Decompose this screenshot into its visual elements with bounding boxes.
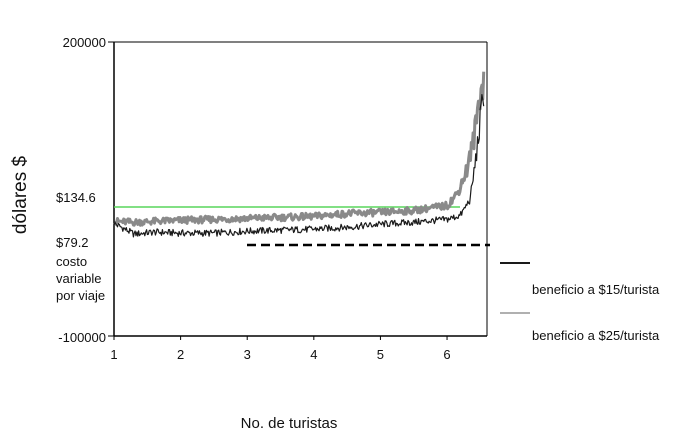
y-tick-label-134-6: $134.6 (56, 190, 96, 205)
legend: beneficio a $15/turista beneficio a $25/… (500, 262, 660, 343)
legend-label-15: beneficio a $15/turista (532, 282, 660, 297)
x-tick-label-4: 4 (310, 347, 317, 362)
y-note-line-2: variable (56, 271, 102, 286)
x-tick-label-1: 1 (110, 347, 117, 362)
y-note-line-1: costo (56, 254, 87, 269)
y-tick-label-200000: 200000 (63, 35, 106, 50)
x-tick-labels: 1 2 3 4 5 6 (110, 336, 451, 362)
x-axis-title: No. de turistas (241, 415, 338, 432)
y-tick-label-79-2: $79.2 (56, 235, 89, 250)
data-lines (113, 71, 486, 238)
x-tick-label-2: 2 (177, 347, 184, 362)
series-line-15 (113, 94, 485, 238)
series-line-25 (113, 71, 486, 227)
y-axis-title: dólares $ (10, 155, 31, 234)
legend-label-25: beneficio a $25/turista (532, 328, 660, 343)
y-tick-label-neg100000: -100000 (58, 330, 106, 345)
x-tick-label-5: 5 (377, 347, 384, 362)
x-tick-label-6: 6 (443, 347, 450, 362)
x-tick-label-3: 3 (244, 347, 251, 362)
y-note-line-3: por viaje (56, 288, 105, 303)
plot-area (108, 41, 490, 337)
